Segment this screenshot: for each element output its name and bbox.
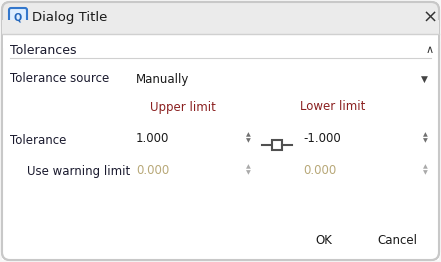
Text: ▲: ▲ [246,133,250,138]
Text: ∧: ∧ [426,45,434,55]
FancyBboxPatch shape [9,8,27,26]
FancyBboxPatch shape [128,127,253,149]
Text: ▼: ▼ [422,139,427,144]
Text: 0.000: 0.000 [303,163,336,177]
FancyBboxPatch shape [283,100,296,113]
Text: -1.000: -1.000 [303,132,341,145]
Text: ✓: ✓ [285,101,294,112]
Text: ▲: ▲ [422,165,427,170]
Text: Upper limit: Upper limit [150,101,216,113]
Text: 1.000: 1.000 [136,132,169,145]
Text: OK: OK [316,233,333,247]
Text: Use warning limit: Use warning limit [27,165,130,177]
Text: Tolerance: Tolerance [10,134,67,146]
FancyBboxPatch shape [10,165,23,178]
Text: Manually: Manually [136,73,189,85]
FancyBboxPatch shape [295,127,430,149]
FancyBboxPatch shape [133,100,146,113]
Text: Tolerance source: Tolerance source [10,73,109,85]
Text: Q: Q [14,13,22,23]
Text: ▼: ▼ [246,171,250,176]
FancyBboxPatch shape [128,68,431,90]
Text: ▼: ▼ [421,74,427,84]
FancyBboxPatch shape [295,159,430,181]
FancyBboxPatch shape [295,228,353,252]
Bar [272,140,282,150]
Text: ×: × [422,9,437,27]
Text: Dialog Title: Dialog Title [32,12,107,25]
Bar [2,20,439,34]
Bar [2,34,439,260]
Text: ▼: ▼ [422,171,427,176]
Text: ✓: ✓ [135,101,144,112]
Text: ▲: ▲ [246,165,250,170]
FancyBboxPatch shape [2,34,439,260]
Text: Lower limit: Lower limit [300,101,366,113]
FancyBboxPatch shape [2,2,439,260]
Text: Cancel: Cancel [377,233,417,247]
Bar [3,34,438,48]
Text: ▲: ▲ [422,133,427,138]
Text: 0.000: 0.000 [136,163,169,177]
FancyBboxPatch shape [128,159,253,181]
Text: ▼: ▼ [246,139,250,144]
FancyBboxPatch shape [362,228,432,252]
Text: Tolerances: Tolerances [10,43,76,57]
FancyBboxPatch shape [2,2,439,34]
